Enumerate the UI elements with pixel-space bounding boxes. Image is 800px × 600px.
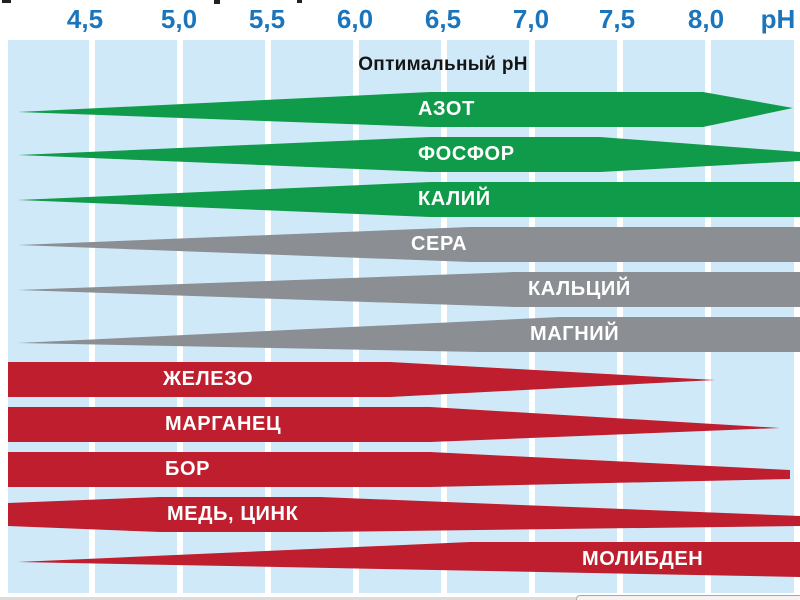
nutrient-band — [18, 227, 800, 262]
chart-title: Оптимальный pH — [358, 54, 528, 75]
ph-gridline — [441, 40, 447, 593]
crop-artifact-mark — [2, 0, 11, 3]
ph-gridline — [617, 40, 623, 593]
ph-tick-label: 4,5 — [66, 4, 104, 34]
ph-tick-label: 7,5 — [598, 4, 636, 34]
ph-gridline — [89, 40, 95, 593]
bottom-edge-panel — [576, 595, 800, 600]
nutrient-band — [18, 137, 800, 172]
nutrient-band-label: КАЛИЙ — [418, 188, 491, 210]
nutrient-band-label: ЖЕЛЕЗО — [163, 368, 254, 390]
nutrient-band-label: КАЛЬЦИЙ — [528, 278, 631, 300]
nutrient-band — [8, 497, 800, 532]
nutrient-band — [8, 452, 790, 487]
bottom-window-edge — [0, 593, 800, 600]
nutrient-band — [8, 407, 780, 442]
nutrient-band — [18, 542, 800, 577]
ph-axis-label: pH — [760, 4, 796, 34]
nutrient-band-label: БОР — [165, 458, 211, 480]
ph-tick-label: 7,0 — [512, 4, 550, 34]
nutrient-band-label: МОЛИБДЕН — [582, 548, 704, 570]
nutrient-band — [18, 272, 800, 307]
nutrient-band — [18, 182, 800, 217]
nutrient-band — [18, 92, 793, 127]
nutrient-band — [8, 362, 715, 397]
ph-gridline — [705, 40, 711, 593]
ph-tick-label: 6,0 — [336, 4, 374, 34]
nutrient-band — [18, 317, 800, 352]
nutrient-band-label: АЗОТ — [418, 98, 475, 120]
ph-tick-label: 8,0 — [687, 4, 725, 34]
ph-gridline — [177, 40, 183, 593]
ph-gridline — [794, 40, 800, 593]
crop-artifact-mark — [297, 0, 302, 3]
ph-gridline — [353, 40, 359, 593]
ph-tick-label: 5,0 — [160, 4, 198, 34]
ph-axis-ticks: 4,5 5,0 5,5 6,0 6,5 7,0 7,5 8,0 — [0, 4, 800, 36]
nutrient-band-label: СЕРА — [411, 233, 468, 255]
crop-artifact-mark — [214, 0, 220, 4]
nutrient-band-label: МАГНИЙ — [530, 323, 620, 345]
nutrient-band-label: ФОСФОР — [418, 143, 515, 165]
bottom-edge-line — [0, 597, 576, 600]
ph-gridline — [529, 40, 535, 593]
ph-tick-label: 6,5 — [424, 4, 462, 34]
ph-gridline — [265, 40, 271, 593]
ph-tick-label: 5,5 — [248, 4, 286, 34]
nutrient-band-label: МАРГАНЕЦ — [165, 413, 282, 435]
nutrient-band-label: МЕДЬ, ЦИНК — [167, 503, 299, 525]
